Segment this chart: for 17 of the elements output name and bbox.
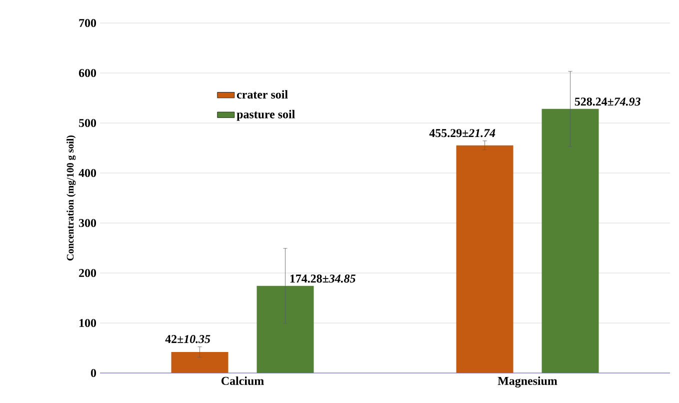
y-tick-label: 500 [79,118,96,128]
x-tick-label: Magnesium [498,376,558,388]
y-tick-label: 600 [78,68,96,78]
y-axis-title: Concentration (mg/100 g soil) [66,136,76,260]
x-tick-label: Calcium [221,376,264,385]
y-tick-label: 0 [90,368,96,378]
data-label: 528.24±74.93 [574,98,640,106]
data-label: 455.29±21.74 [429,129,496,138]
legend-label: crater soil [236,90,288,99]
data-label: 42±10.35 [165,335,210,344]
data-label: 174.28±34.85 [290,274,356,283]
y-tick-label: 300 [79,218,96,228]
legend-label: pasture soil [236,110,295,121]
y-tick-label: 100 [80,318,96,328]
y-tick-label: 700 [79,18,96,28]
y-tick-label: 400 [78,168,96,178]
y-tick-label: 200 [79,268,96,278]
